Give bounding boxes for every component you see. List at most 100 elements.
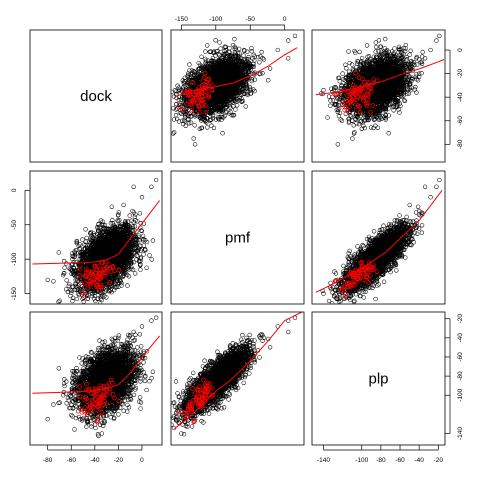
data-point-red bbox=[191, 99, 196, 105]
data-point bbox=[419, 71, 424, 76]
data-point bbox=[381, 113, 386, 119]
data-point bbox=[404, 57, 410, 62]
data-point bbox=[230, 73, 235, 79]
data-point bbox=[237, 65, 242, 70]
data-point bbox=[330, 94, 335, 100]
data-point-red bbox=[206, 94, 212, 100]
panel-box bbox=[170, 29, 305, 163]
data-point bbox=[175, 106, 180, 111]
data-point bbox=[227, 104, 233, 109]
data-point bbox=[187, 75, 192, 81]
data-point bbox=[210, 90, 216, 95]
data-point bbox=[223, 98, 229, 104]
data-point-red bbox=[199, 90, 205, 95]
data-point bbox=[217, 61, 222, 66]
data-point bbox=[180, 121, 186, 127]
data-point bbox=[351, 123, 356, 128]
data-point bbox=[157, 92, 161, 96]
data-point bbox=[198, 116, 204, 121]
data-point bbox=[204, 115, 209, 121]
data-point bbox=[346, 119, 352, 124]
data-point bbox=[209, 123, 214, 128]
data-point bbox=[172, 88, 178, 93]
data-point bbox=[252, 58, 257, 63]
data-point bbox=[371, 125, 376, 131]
data-point-red bbox=[200, 85, 205, 90]
data-point bbox=[329, 86, 334, 91]
data-point bbox=[176, 119, 182, 124]
data-point-red bbox=[201, 78, 206, 83]
data-point bbox=[208, 82, 213, 88]
data-point-red bbox=[189, 109, 194, 114]
data-point bbox=[231, 88, 236, 93]
data-point bbox=[326, 94, 332, 99]
data-point bbox=[213, 38, 218, 43]
data-point bbox=[183, 111, 188, 117]
data-point bbox=[219, 113, 224, 118]
data-point bbox=[222, 49, 227, 54]
data-point bbox=[205, 43, 210, 48]
data-point bbox=[209, 72, 214, 78]
data-point bbox=[245, 68, 250, 74]
data-point bbox=[171, 106, 176, 111]
data-point bbox=[335, 96, 340, 101]
data-point bbox=[182, 101, 187, 107]
data-point bbox=[404, 91, 410, 96]
data-point bbox=[350, 136, 355, 141]
data-point bbox=[250, 64, 255, 69]
data-point bbox=[211, 73, 217, 78]
data-point bbox=[292, 33, 298, 39]
data-point bbox=[232, 46, 237, 52]
data-point bbox=[171, 117, 177, 122]
data-point bbox=[350, 78, 356, 83]
data-point bbox=[391, 108, 396, 113]
data-point bbox=[196, 107, 202, 113]
data-point bbox=[231, 112, 237, 118]
data-point bbox=[220, 131, 225, 136]
data-point-red bbox=[201, 97, 206, 102]
data-point bbox=[228, 88, 233, 93]
data-point bbox=[208, 100, 213, 106]
data-point bbox=[375, 125, 380, 130]
data-point bbox=[241, 62, 246, 67]
data-point bbox=[228, 58, 233, 63]
data-point bbox=[222, 63, 227, 68]
data-point bbox=[216, 116, 221, 121]
data-point bbox=[192, 77, 197, 82]
panel-dock-vs-pmf bbox=[157, 33, 298, 147]
data-point-red bbox=[194, 94, 199, 100]
data-point bbox=[210, 55, 216, 61]
data-point-red bbox=[198, 96, 204, 102]
data-point bbox=[210, 67, 216, 73]
data-point bbox=[213, 66, 218, 72]
data-point bbox=[188, 120, 194, 125]
data-point bbox=[182, 79, 187, 84]
data-point bbox=[228, 77, 233, 82]
data-point bbox=[222, 58, 227, 63]
data-point-red bbox=[185, 87, 191, 93]
data-point bbox=[249, 46, 254, 51]
data-point bbox=[244, 59, 249, 64]
data-point bbox=[249, 49, 254, 54]
data-point bbox=[213, 53, 218, 58]
data-point bbox=[216, 117, 222, 122]
data-point bbox=[196, 60, 201, 66]
data-point bbox=[201, 99, 206, 104]
panel-dock-vs-plp bbox=[315, 33, 445, 147]
data-point bbox=[402, 98, 408, 104]
data-point bbox=[190, 78, 195, 83]
data-point bbox=[207, 49, 212, 55]
data-point-red bbox=[184, 102, 190, 107]
data-point bbox=[185, 112, 190, 117]
data-point bbox=[231, 104, 236, 109]
data-point bbox=[241, 53, 246, 58]
data-point bbox=[245, 49, 250, 54]
data-point bbox=[187, 62, 192, 67]
data-point-red bbox=[190, 97, 196, 103]
data-point bbox=[233, 107, 238, 112]
data-point bbox=[233, 51, 238, 56]
data-point bbox=[413, 74, 419, 79]
data-point bbox=[236, 57, 241, 62]
data-point bbox=[251, 87, 256, 92]
